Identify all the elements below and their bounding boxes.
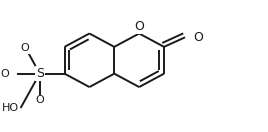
Text: O: O: [20, 43, 29, 53]
Text: O: O: [134, 20, 144, 33]
Text: HO: HO: [2, 103, 19, 113]
Text: S: S: [36, 67, 44, 80]
Text: O: O: [35, 95, 44, 105]
Text: O: O: [0, 69, 9, 79]
Text: O: O: [194, 31, 203, 44]
